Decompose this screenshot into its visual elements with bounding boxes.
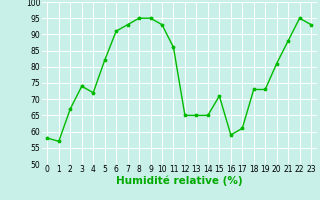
X-axis label: Humidité relative (%): Humidité relative (%) [116, 176, 243, 186]
